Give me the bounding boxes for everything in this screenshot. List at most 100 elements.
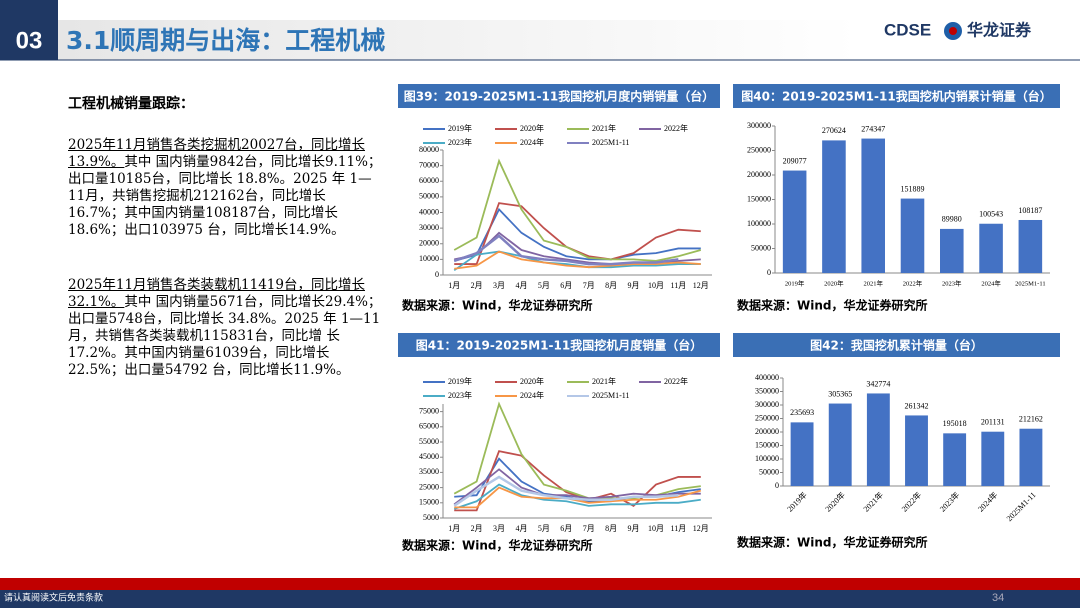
y-tick-label: 50000 — [419, 192, 439, 201]
chart-source: 数据来源：Wind，华龙证券研究所 — [737, 298, 927, 313]
line-series — [453, 468, 701, 506]
x-tick-label: 10月 — [648, 281, 664, 290]
page-number: 34 — [992, 592, 1004, 604]
legend-label: 2023年 — [448, 390, 472, 400]
slide-title: 3.1顺周期与出海：工程机械 — [66, 26, 385, 55]
bar — [861, 138, 885, 273]
legend-label: 2020年 — [520, 376, 544, 386]
legend-label: 2025M1-11 — [592, 138, 629, 147]
legend-label: 2024年 — [520, 137, 544, 147]
title-band — [58, 20, 858, 60]
legend-label: 2019年 — [448, 123, 472, 133]
chart-title-bar — [398, 333, 720, 357]
chart-title: 图42：我国挖机累计销量（台） — [810, 338, 983, 353]
x-tick-label: 6月 — [560, 524, 572, 533]
bar-value-label: 100543 — [979, 210, 1003, 219]
bar-value-label: 151889 — [901, 184, 925, 193]
paragraph-lead: 2025年11月销售各类装载机11419台，同比增长32.1%。 — [68, 277, 365, 310]
bar — [900, 198, 925, 273]
y-tick-label: 50000 — [759, 467, 779, 476]
y-tick-label: 150000 — [747, 194, 771, 203]
chart-title-bar — [733, 84, 1060, 108]
paragraph-body: 其中 国内销量5671台，同比增长29.4%；出口量5748台，同比增长 34.… — [68, 294, 382, 378]
x-tick-label: 9月 — [628, 524, 640, 533]
text-heading: 工程机械销量跟踪： — [68, 96, 194, 112]
x-tick-label: 7月 — [583, 524, 595, 533]
legend-label: 2022年 — [664, 376, 688, 386]
bar — [940, 228, 964, 273]
bar-value-label: 209077 — [783, 156, 807, 165]
legend-label: 2021年 — [592, 376, 616, 386]
company-name: 华龙证券 — [967, 21, 1032, 40]
paragraph: 2025年11月销售各类挖掘机20027台，同比增长13.9%。其中 国内销量9… — [68, 137, 384, 239]
y-tick-label: 200000 — [755, 427, 779, 436]
disclaimer: 请认真阅读文后免责条款 — [4, 592, 103, 604]
x-tick-label: 4月 — [515, 524, 527, 533]
chart-title: 图40：2019-2025M1-11我国挖机内销累计销量（台） — [741, 89, 1051, 104]
x-tick-label: 2021年 — [861, 490, 885, 514]
x-tick-label: 9月 — [628, 281, 640, 290]
bar-value-label: 212162 — [1019, 415, 1043, 424]
bar — [1018, 219, 1043, 273]
x-tick-label: 1月 — [448, 524, 460, 533]
y-tick-label: 10000 — [419, 254, 439, 263]
y-tick-label: 55000 — [419, 437, 439, 446]
x-tick-label: 2月 — [471, 524, 483, 533]
legend-label: 2021年 — [592, 123, 616, 133]
x-tick-label: 7月 — [583, 281, 595, 290]
chart-source: 数据来源：Wind，华龙证券研究所 — [402, 298, 592, 313]
line-series — [453, 401, 701, 500]
y-tick-label: 70000 — [419, 160, 439, 169]
x-tick-label: 11月 — [671, 524, 687, 533]
chart-source: 数据来源：Wind，华龙证券研究所 — [737, 535, 927, 550]
y-tick-label: 80000 — [419, 145, 439, 154]
y-tick-label: 30000 — [419, 223, 439, 232]
x-tick-label: 10月 — [648, 524, 664, 533]
y-tick-label: 0 — [435, 270, 439, 279]
x-tick-label: 2019年 — [785, 278, 805, 287]
bar-value-label: 342774 — [866, 379, 890, 388]
bar-value-label: 305365 — [828, 389, 852, 398]
bar — [782, 170, 807, 273]
x-tick-label: 4月 — [515, 281, 527, 290]
x-tick-label: 6月 — [560, 281, 572, 290]
legend-label: 2022年 — [664, 123, 688, 133]
line-series — [453, 158, 702, 262]
chart-title: 图41：2019-2025M1-11我国挖机月度销量（台） — [416, 338, 702, 353]
y-tick-label: 50000 — [751, 243, 771, 252]
chart-title-bar — [398, 84, 720, 108]
line-series — [454, 486, 702, 509]
x-tick-label: 2025M1-11 — [1015, 280, 1045, 287]
y-tick-label: 0 — [775, 481, 779, 490]
x-tick-label: 2023年 — [942, 278, 962, 287]
x-tick-label: 8月 — [605, 281, 617, 290]
x-tick-label: 2021年 — [863, 278, 883, 287]
y-tick-label: 35000 — [419, 467, 439, 476]
y-tick-label: 250000 — [755, 413, 779, 422]
chart-source: 数据来源：Wind，华龙证券研究所 — [402, 538, 592, 553]
bar-value-label: 201131 — [981, 418, 1005, 427]
section-box — [0, 0, 58, 60]
paragraph-body: 其中 国内销量9842台，同比增长9.11%；出口量10185台，同比增长 18… — [68, 154, 382, 238]
bar-value-label: 235693 — [790, 408, 814, 417]
y-tick-label: 20000 — [419, 239, 439, 248]
y-tick-label: 150000 — [755, 440, 779, 449]
y-tick-label: 350000 — [755, 386, 779, 395]
y-tick-label: 400000 — [755, 373, 779, 382]
bar-value-label: 270624 — [822, 126, 846, 135]
y-tick-label: 300000 — [747, 121, 771, 130]
logo-icon-dot — [949, 27, 957, 35]
bar — [1019, 428, 1043, 486]
legend-label: 2024年 — [520, 390, 544, 400]
footer-red — [0, 578, 1080, 590]
line-series — [454, 250, 701, 270]
logo-text: CDSE — [884, 20, 931, 39]
bar-value-label: 274347 — [861, 124, 885, 133]
y-tick-label: 60000 — [419, 176, 439, 185]
y-tick-label: 75000 — [419, 406, 439, 415]
legend-label: 2025M1-11 — [592, 391, 629, 400]
chart-title: 图39：2019-2025M1-11我国挖机月度内销销量（台） — [404, 89, 714, 104]
x-tick-label: 3月 — [493, 524, 505, 533]
y-tick-label: 200000 — [747, 170, 771, 179]
